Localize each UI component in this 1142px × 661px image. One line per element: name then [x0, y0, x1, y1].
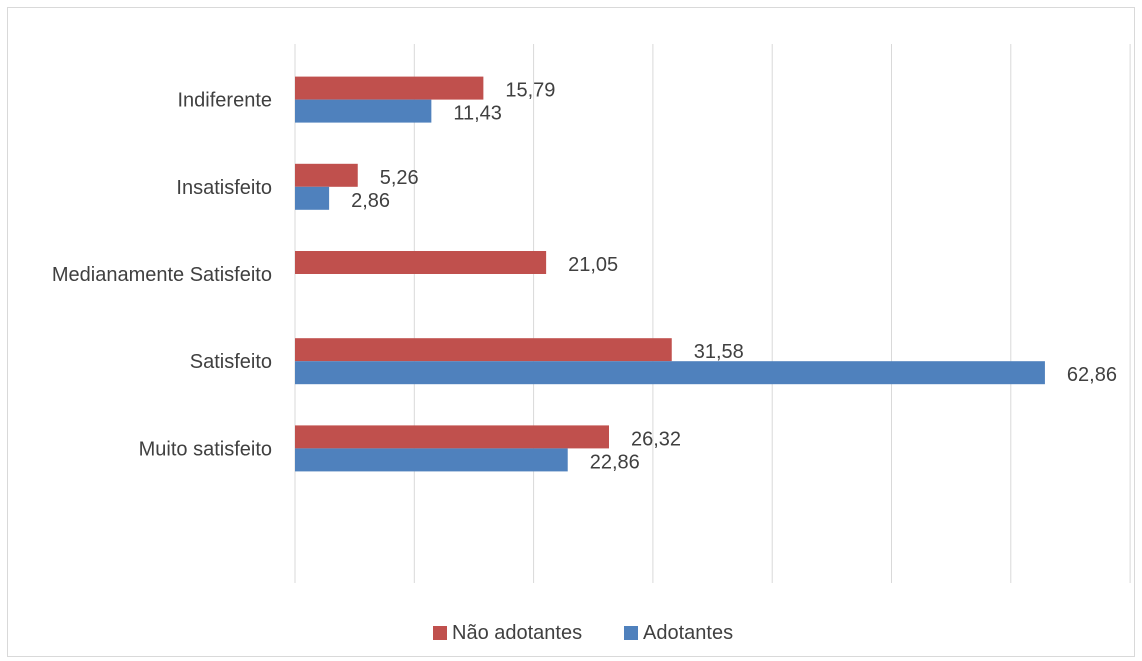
category-label: Satisfeito	[190, 351, 272, 373]
legend-swatch-adotantes	[624, 626, 638, 640]
data-label: 15,79	[505, 80, 555, 102]
bar-nao-adotantes	[295, 425, 609, 449]
data-label: 2,86	[351, 190, 390, 212]
bar-nao-adotantes	[295, 163, 358, 187]
data-label: 26,32	[631, 428, 681, 450]
legend: Não adotantes Adotantes	[433, 622, 733, 644]
legend-label-adotantes: Adotantes	[643, 622, 733, 644]
legend-label-nao-adotantes: Não adotantes	[452, 622, 582, 644]
data-label: 21,05	[568, 254, 618, 276]
bars	[295, 76, 1045, 472]
data-label: 31,58	[694, 341, 744, 363]
category-label: Medianamente Satisfeito	[52, 264, 272, 286]
category-labels: Muito satisfeito Satisfeito Medianamente S…	[52, 90, 272, 461]
category-label: Indiferente	[177, 90, 272, 112]
legend-swatch-nao-adotantes	[433, 626, 447, 640]
data-label: 5,26	[380, 167, 419, 189]
data-label: 11,43	[453, 103, 502, 125]
bar-adotantes	[295, 361, 1045, 385]
chart-frame	[7, 7, 1135, 657]
data-label: 22,86	[590, 451, 640, 473]
bar-adotantes	[295, 186, 330, 210]
category-label: Muito satisfeito	[139, 438, 272, 460]
bar-nao-adotantes	[295, 76, 484, 100]
category-label: Insatisfeito	[176, 177, 272, 199]
data-label: 62,86	[1067, 364, 1117, 386]
gridlines	[294, 44, 1131, 583]
bar-nao-adotantes	[295, 251, 547, 274]
bar-adotantes	[295, 99, 432, 123]
bar-nao-adotantes	[295, 338, 672, 362]
bar-adotantes	[295, 448, 568, 472]
